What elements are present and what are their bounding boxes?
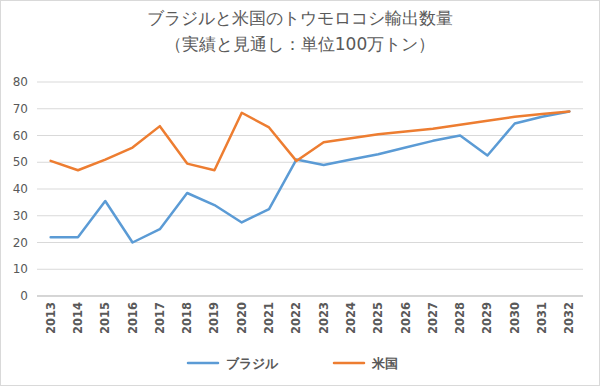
- grid-line: [37, 108, 583, 109]
- x-axis: 2013 2014 2015 2016 2017 2018 2019 2020 2021 2022…: [44, 302, 577, 334]
- grid-line: [37, 296, 583, 297]
- plot-lines: [51, 111, 570, 242]
- x-tick-label: 2031: [535, 302, 549, 334]
- legend-swatch: [334, 362, 364, 365]
- x-tick-label: 2016: [126, 302, 140, 334]
- chart-background: [1, 1, 600, 386]
- x-tick-label: 2026: [399, 302, 413, 334]
- x-tick-label: 2020: [235, 302, 249, 334]
- x-tick-label: 2015: [98, 302, 112, 334]
- x-tick-label: 2029: [480, 302, 494, 334]
- y-tick-label: 30: [13, 209, 28, 223]
- x-tick-label: 2024: [344, 302, 358, 334]
- y-tick-label: 70: [13, 102, 28, 116]
- x-tick-label: 2019: [207, 302, 221, 334]
- x-tick-label: 2028: [453, 302, 467, 334]
- legend-swatch: [188, 362, 218, 365]
- x-tick-label: 2023: [317, 302, 331, 334]
- chart-title: ブラジルと米国のトウモロコシ輸出数量: [147, 8, 453, 28]
- x-tick-label: 2021: [262, 302, 276, 334]
- legend-label: 米国: [371, 356, 398, 371]
- x-tick-label: 2013: [44, 302, 58, 334]
- chart-container: ブラジルと米国のトウモロコシ輸出数量 （実績と見通し：単位100万トン） 0 10 20…: [0, 0, 600, 386]
- x-tick-label: 2025: [371, 302, 385, 334]
- x-tick-label: 2018: [180, 302, 194, 334]
- grid-line: [37, 242, 583, 243]
- grid-line: [37, 135, 583, 136]
- chart-svg: ブラジルと米国のトウモロコシ輸出数量 （実績と見通し：単位100万トン） 0 10 20…: [0, 0, 600, 386]
- y-tick-label: 0: [20, 289, 28, 303]
- x-tick-label: 2014: [71, 302, 85, 334]
- y-tick-label: 80: [13, 75, 28, 89]
- chart-subtitle: （実績と見通し：単位100万トン）: [165, 34, 435, 54]
- legend: ブラジル 米国: [188, 356, 398, 371]
- series-line: [51, 111, 570, 242]
- y-tick-label: 40: [13, 182, 28, 196]
- grid-line: [37, 215, 583, 216]
- grid-line: [37, 269, 583, 270]
- x-tick-label: 2022: [289, 302, 303, 334]
- legend-label: ブラジル: [226, 356, 279, 371]
- x-axis-line: [37, 296, 583, 297]
- y-tick-label: 20: [13, 236, 28, 250]
- series-line: [51, 111, 570, 170]
- y-tick-label: 50: [13, 155, 28, 169]
- y-tick-label: 60: [13, 129, 28, 143]
- grid-line: [37, 82, 583, 83]
- y-tick-label: 10: [13, 262, 28, 276]
- x-tick-label: 2030: [508, 302, 522, 334]
- x-tick-label: 2027: [426, 302, 440, 334]
- grid-line: [37, 189, 583, 190]
- y-axis: 0 10 20 30 40 50 60 70 80: [13, 75, 583, 303]
- x-tick-label: 2032: [562, 302, 576, 334]
- x-tick-label: 2017: [153, 302, 167, 334]
